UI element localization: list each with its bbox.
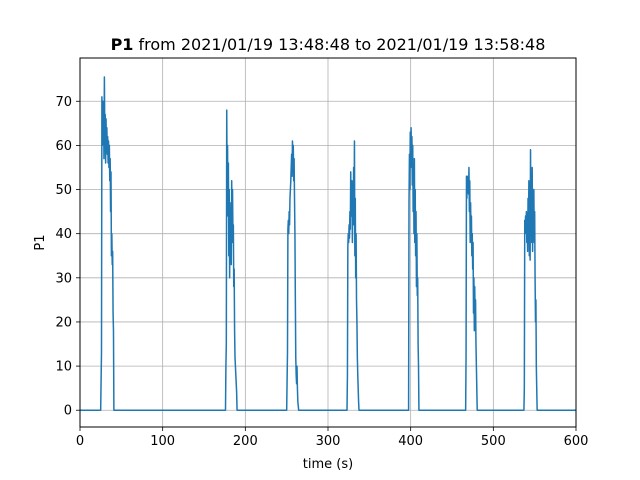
x-tick-label: 600 bbox=[564, 434, 589, 449]
y-tick-label: 30 bbox=[55, 271, 72, 286]
chart-title: P1 from 2021/01/19 13:48:48 to 2021/01/1… bbox=[111, 35, 546, 54]
x-tick-label: 300 bbox=[316, 434, 341, 449]
plot-area bbox=[80, 76, 576, 411]
y-tick-label: 60 bbox=[55, 139, 72, 154]
x-tick-label: 100 bbox=[150, 434, 175, 449]
x-tick-label: 400 bbox=[398, 434, 423, 449]
series-line-0 bbox=[80, 76, 576, 411]
y-tick-label: 0 bbox=[64, 404, 72, 419]
x-axis-label: time (s) bbox=[303, 457, 353, 472]
y-tick-label: 40 bbox=[55, 227, 72, 242]
y-tick-label: 10 bbox=[55, 360, 72, 375]
grid-lines bbox=[79, 58, 577, 427]
chart-title-rest: from 2021/01/19 13:48:48 to 2021/01/19 1… bbox=[133, 35, 545, 54]
y-axis-label: P1 bbox=[33, 234, 48, 250]
x-tick-label: 500 bbox=[481, 434, 506, 449]
axis-ticks: 0 100 200 300 400 500 600 0 10 20 30 40 50 60 70 bbox=[55, 95, 588, 449]
y-tick-label: 20 bbox=[55, 315, 72, 330]
y-tick-label: 50 bbox=[55, 183, 72, 198]
y-tick-label: 70 bbox=[55, 95, 72, 110]
x-tick-label: 0 bbox=[76, 434, 84, 449]
chart-title-bold: P1 bbox=[111, 35, 134, 54]
x-tick-label: 200 bbox=[233, 434, 258, 449]
